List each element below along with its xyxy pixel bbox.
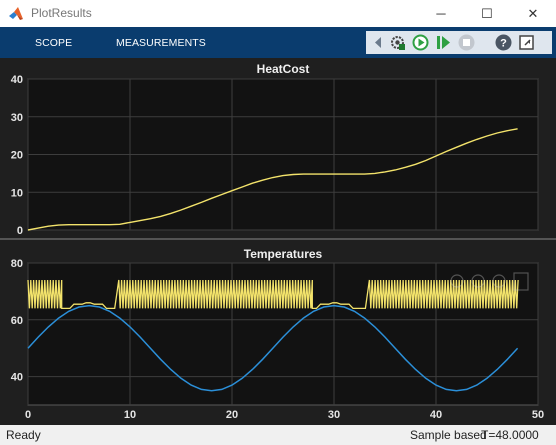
y-tick-label: 20 <box>11 150 23 162</box>
minimize-button[interactable]: ─ <box>436 6 446 21</box>
scope-figure: 0 10 20 30 40 HeatCost 40 60 80 0 10 20 30 40 50 Tem… <box>0 62 556 421</box>
x-tick-label: 10 <box>124 409 136 421</box>
y-tick-label: 30 <box>11 112 23 124</box>
status-bar: Ready Sample based T=48.0000 <box>0 425 556 445</box>
zoom-y-icon[interactable] <box>513 272 529 291</box>
step-icon[interactable] <box>434 33 453 52</box>
status-ready: Ready <box>6 428 41 442</box>
matlab-logo-icon <box>9 7 23 20</box>
status-sim-time: T=48.0000 <box>481 428 539 442</box>
heatcost-series-line <box>27 128 518 231</box>
heatcost-axes[interactable]: 0 10 20 30 40 HeatCost <box>11 62 539 237</box>
y-tick-label: 40 <box>11 74 23 86</box>
scope-plot-area: 0 10 20 30 40 HeatCost 40 60 80 0 10 20 30 40 50 Tem… <box>0 58 556 425</box>
pan-icon[interactable] <box>450 274 464 288</box>
outdoor-temperature-line <box>27 304 519 392</box>
window-titlebar: PlotResults ─ ☐ ✕ <box>0 0 556 27</box>
y-tick-label: 0 <box>17 225 23 237</box>
y-tick-label: 10 <box>11 187 23 199</box>
y-tick-label: 40 <box>11 372 23 384</box>
y-tick-label: 60 <box>11 315 23 327</box>
settings-icon[interactable] <box>388 33 407 52</box>
x-tick-label: 40 <box>430 409 442 421</box>
heatcost-title: HeatCost <box>257 62 310 76</box>
x-tick-label: 30 <box>328 409 340 421</box>
help-icon[interactable]: ? <box>494 33 513 52</box>
undock-icon[interactable] <box>517 33 536 52</box>
stop-icon[interactable] <box>457 33 476 52</box>
svg-text:?: ? <box>500 38 507 50</box>
x-tick-label: 20 <box>226 409 238 421</box>
status-sample-mode: Sample based <box>410 428 487 442</box>
run-icon[interactable] <box>411 33 430 52</box>
indoor-temperature-line <box>27 279 519 310</box>
simulation-toolbar: ? <box>366 31 552 54</box>
close-button[interactable]: ✕ <box>527 6 539 21</box>
zoom-in-icon[interactable] <box>471 274 485 288</box>
x-tick-label: 0 <box>25 409 31 421</box>
tab-measurements[interactable]: MEASUREMENTS <box>116 37 206 49</box>
axes-interaction-toolbar <box>450 272 529 291</box>
y-tick-label: 80 <box>11 258 23 270</box>
zoom-out-icon[interactable] <box>492 274 506 288</box>
toolstrip: SCOPE MEASUREMENTS ? <box>0 27 556 58</box>
temperatures-axes[interactable]: 40 60 80 0 10 20 30 40 50 Temperatures <box>11 247 544 421</box>
temperatures-title: Temperatures <box>244 247 323 261</box>
maximize-button[interactable]: ☐ <box>481 6 493 21</box>
tab-scope[interactable]: SCOPE <box>35 37 73 49</box>
back-icon[interactable] <box>369 33 388 52</box>
x-tick-label: 50 <box>532 409 544 421</box>
window-title: PlotResults <box>31 6 92 20</box>
